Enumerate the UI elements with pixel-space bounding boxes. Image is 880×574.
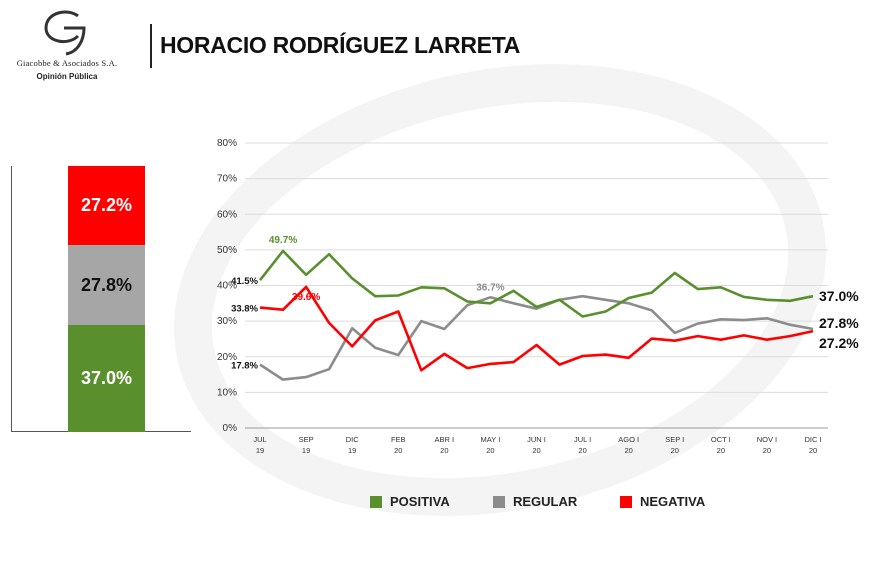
stacked-bar-negativa: 27.2% bbox=[68, 166, 145, 245]
x-tick-label: SEP bbox=[299, 435, 314, 444]
data-label: 36.7% bbox=[476, 282, 504, 293]
y-tick-label: 10% bbox=[217, 387, 237, 398]
x-tick-label: OCT I bbox=[711, 435, 731, 444]
page-title: HORACIO RODRÍGUEZ LARRETA bbox=[160, 32, 521, 58]
x-tick-label: 20 bbox=[532, 446, 540, 455]
company-logo: Giacobbe & Asociados S.A. Opinión Públic… bbox=[8, 6, 126, 84]
y-tick-label: 0% bbox=[223, 423, 238, 434]
x-tick-label: JUN I bbox=[527, 435, 546, 444]
legend-swatch-regular bbox=[493, 495, 505, 508]
data-label: 17.8% bbox=[231, 361, 258, 372]
legend-item-negativa: NEGATIVA bbox=[620, 494, 705, 509]
legend-label-positiva: POSITIVA bbox=[390, 494, 450, 509]
line-chart: 0% 10% 20% 30% 40% 50% 60% 70% 80% JUL 19 SEP 19 DIC 1… bbox=[217, 138, 859, 455]
x-tick-label: NOV I bbox=[757, 435, 777, 444]
x-tick-label: JUL bbox=[253, 435, 266, 444]
y-tick-label: 20% bbox=[217, 352, 237, 363]
logo-company-name: Giacobbe & Asociados S.A. bbox=[16, 58, 118, 68]
stacked-bar-regular-label: 27.8% bbox=[80, 274, 133, 295]
data-label: 49.7% bbox=[269, 235, 297, 246]
stacked-bar-positiva-label: 37.0% bbox=[80, 368, 133, 388]
y-tick-label: 60% bbox=[217, 209, 237, 220]
data-label: 33.8% bbox=[231, 304, 258, 315]
stacked-bar-regular: 27.8% bbox=[68, 245, 145, 325]
legend-swatch-positiva bbox=[370, 495, 382, 508]
series-line-regular bbox=[259, 294, 814, 381]
x-tick-label: 19 bbox=[302, 446, 310, 455]
x-tick-label: 20 bbox=[624, 446, 632, 455]
x-tick-label: JUL I bbox=[574, 435, 591, 444]
stacked-bar-positiva: 37.0% bbox=[68, 325, 145, 432]
x-tick-label: 20 bbox=[486, 446, 494, 455]
x-tick-label: 20 bbox=[717, 446, 725, 455]
legend-item-positiva: POSITIVA bbox=[370, 494, 450, 509]
logo-subtitle: Opinión Pública bbox=[36, 72, 98, 81]
series-line-positiva bbox=[258, 249, 814, 318]
x-tick-label: 20 bbox=[809, 446, 817, 455]
logo-mark-icon bbox=[44, 10, 86, 56]
y-tick-label: 80% bbox=[217, 138, 237, 149]
x-tick-label: 19 bbox=[256, 446, 264, 455]
x-tick-label: 20 bbox=[671, 446, 679, 455]
x-tick-label: 20 bbox=[440, 446, 448, 455]
x-tick-label: 20 bbox=[578, 446, 586, 455]
x-tick-label: ABR I bbox=[435, 435, 455, 444]
y-tick-label: 50% bbox=[217, 245, 237, 256]
x-tick-label: MAY I bbox=[481, 435, 501, 444]
x-tick-label: 19 bbox=[348, 446, 356, 455]
data-label: 27.2% bbox=[819, 335, 859, 351]
x-tick-label: DIC I bbox=[804, 435, 821, 444]
data-label: 41.5% bbox=[231, 276, 258, 287]
y-tick-label: 70% bbox=[217, 174, 237, 185]
y-tick-label: 30% bbox=[217, 316, 237, 327]
data-label: 39.6% bbox=[292, 292, 320, 303]
y-tick-label: 40% bbox=[217, 281, 237, 292]
x-tick-label: 20 bbox=[394, 446, 402, 455]
legend-item-regular: REGULAR bbox=[493, 494, 577, 509]
title-divider bbox=[150, 24, 152, 68]
x-tick-label: 20 bbox=[763, 446, 771, 455]
legend-swatch-negativa bbox=[620, 495, 632, 508]
x-tick-label: SEP I bbox=[665, 435, 684, 444]
legend-label-regular: REGULAR bbox=[513, 494, 578, 509]
x-tick-label: AGO I bbox=[618, 435, 639, 444]
data-label: 37.0% bbox=[819, 288, 859, 304]
stacked-bar-negativa-label: 27.2% bbox=[80, 195, 133, 215]
series-line-negativa bbox=[259, 285, 814, 372]
data-label: 27.8% bbox=[819, 315, 859, 331]
legend-label-negativa: NEGATIVA bbox=[640, 494, 706, 509]
x-tick-label: DIC bbox=[346, 435, 360, 444]
x-tick-label: FEB bbox=[391, 435, 406, 444]
